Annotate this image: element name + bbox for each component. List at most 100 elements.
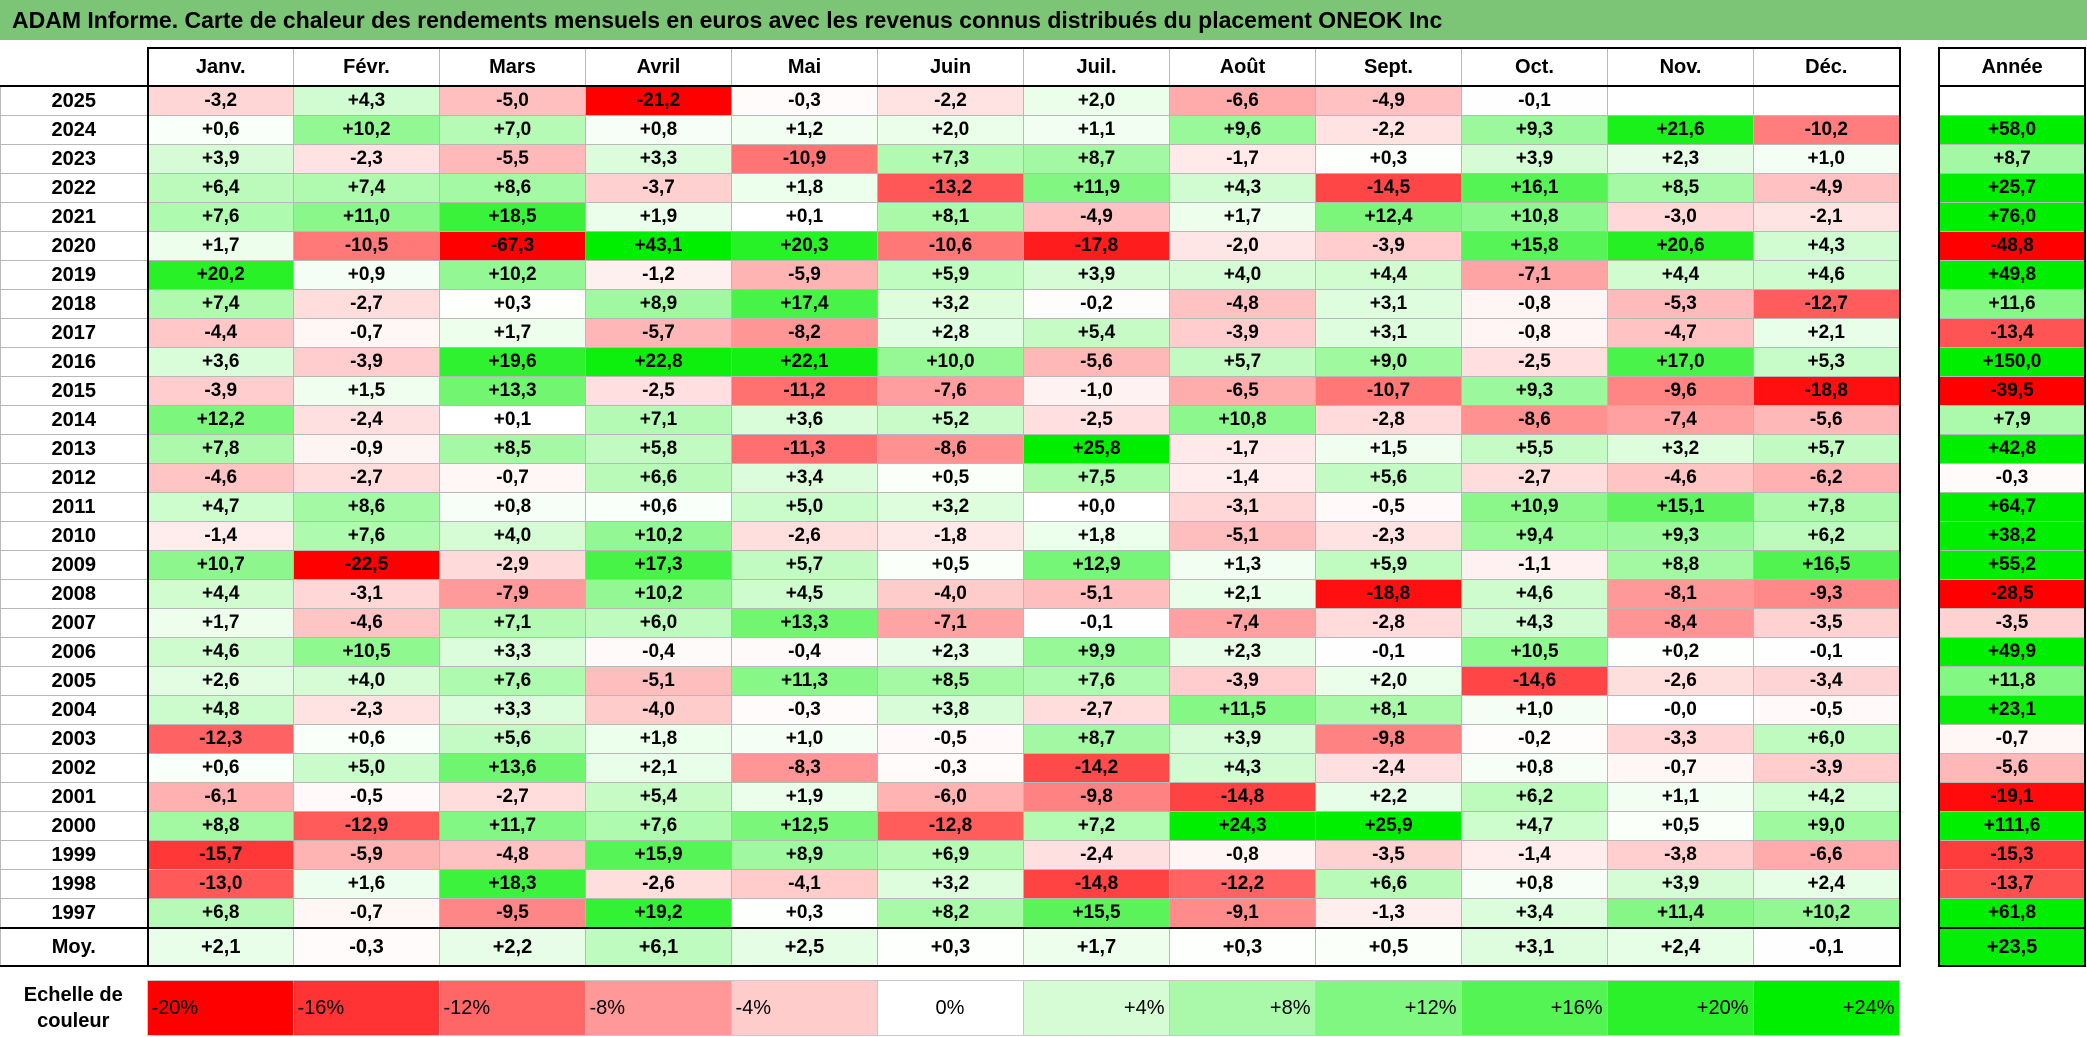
heatmap-cell: -6,1 <box>146 782 294 812</box>
heatmap-cell: -2,3 <box>293 695 440 725</box>
heatmap-cell: -14,5 <box>1315 173 1462 203</box>
heatmap-cell: -3,9 <box>1315 231 1462 261</box>
month-header-9: Sept. <box>1315 47 1462 87</box>
heatmap-cell: +7,6 <box>439 666 586 696</box>
average-cell: +0,5 <box>1315 927 1462 967</box>
corner-cell <box>0 48 148 87</box>
heatmap-cell: +5,6 <box>439 724 586 754</box>
heatmap-cell: -4,9 <box>1023 202 1170 232</box>
year-label: 2002 <box>0 753 148 783</box>
heatmap-cell: -10,2 <box>1753 115 1901 145</box>
heatmap-cell: +1,8 <box>585 724 732 754</box>
heatmap-cell: +3,9 <box>1023 260 1170 290</box>
heatmap-cell: +7,4 <box>146 289 294 319</box>
heatmap-cell: -5,3 <box>1607 289 1754 319</box>
heatmap-cell: -9,1 <box>1169 898 1316 929</box>
heatmap-cell: -7,6 <box>877 376 1024 406</box>
heatmap-cell: +1,7 <box>146 608 294 638</box>
heatmap-cell: -3,1 <box>1169 492 1316 522</box>
year-label: 2018 <box>0 289 148 319</box>
heatmap-cell: +9,0 <box>1315 347 1462 377</box>
year-label: 2019 <box>0 260 148 290</box>
heatmap-cell: -14,6 <box>1461 666 1608 696</box>
heatmap-cell: +9,9 <box>1023 637 1170 667</box>
heatmap-cell: +3,3 <box>439 695 586 725</box>
annual-row: -19,1 <box>1938 782 2086 812</box>
heatmap-cell: -11,3 <box>731 434 878 464</box>
heatmap-cell <box>1607 85 1754 116</box>
year-label: 1999 <box>0 840 148 870</box>
year-label: 2012 <box>0 463 148 493</box>
heatmap-cell: -15,7 <box>146 840 294 870</box>
heatmap-cell: -0,5 <box>1315 492 1462 522</box>
heatmap-cell: +3,2 <box>877 289 1024 319</box>
heatmap-cell: +8,9 <box>731 840 878 870</box>
heatmap-cell: -8,3 <box>731 753 878 783</box>
scale-stop: -16% <box>292 980 440 1036</box>
heatmap-cell: +1,8 <box>731 173 878 203</box>
heatmap-cell: +10,2 <box>439 260 586 290</box>
annual-row <box>1938 85 2086 116</box>
heatmap-cell: +4,4 <box>146 579 294 609</box>
heatmap-cell: +6,6 <box>585 463 732 493</box>
heatmap-cell: -2,3 <box>1315 521 1462 551</box>
heatmap-cell: +1,1 <box>1607 782 1754 812</box>
heatmap-cell: -18,8 <box>1315 579 1462 609</box>
annual-cell: -5,6 <box>1938 753 2086 783</box>
heatmap-cell: -0,7 <box>1607 753 1754 783</box>
heatmap-cell: +21,6 <box>1607 115 1754 145</box>
heatmap-cell: +1,7 <box>439 318 586 348</box>
average-cell: +1,7 <box>1023 927 1170 967</box>
scale-stop: 0% <box>876 980 1024 1036</box>
annual-row: +11,8 <box>1938 666 2086 696</box>
heatmap-cell: +3,4 <box>731 463 878 493</box>
heatmap-cell: -14,8 <box>1023 869 1170 899</box>
annual-cell: -3,5 <box>1938 608 2086 638</box>
heatmap-cell: +4,5 <box>731 579 878 609</box>
heatmap-cell: -13,0 <box>146 869 294 899</box>
heatmap-cell: +1,5 <box>1315 434 1462 464</box>
heatmap-cell: +9,3 <box>1461 115 1608 145</box>
heatmap-cell: +5,0 <box>293 753 440 783</box>
heatmap-cell: +25,8 <box>1023 434 1170 464</box>
heatmap-cell: +6,0 <box>1753 724 1901 754</box>
annual-row: -0,3 <box>1938 463 2086 493</box>
average-cell: -0,1 <box>1753 927 1901 967</box>
year-label: 2023 <box>0 144 148 174</box>
annual-row: +25,7 <box>1938 173 2086 203</box>
heatmap-cell: +5,4 <box>1023 318 1170 348</box>
heatmap-cell: -10,7 <box>1315 376 1462 406</box>
heatmap-row: 2024 +0,6 +10,2 +7,0 +0,8 +1,2 +2,0 +1,1 +9,6 -2,… <box>0 115 1901 145</box>
heatmap-cell: +4,3 <box>293 85 440 116</box>
heatmap-cell: +3,3 <box>439 637 586 667</box>
heatmap-cell: -8,6 <box>1461 405 1608 435</box>
heatmap-cell: +5,4 <box>585 782 732 812</box>
heatmap-cell: +2,3 <box>877 637 1024 667</box>
year-label: 2025 <box>0 85 148 116</box>
heatmap-cell: +13,6 <box>439 753 586 783</box>
heatmap-cell: +3,4 <box>1461 898 1608 929</box>
scale-stop: +24% <box>1752 980 1900 1036</box>
heatmap-cell: -4,6 <box>146 463 294 493</box>
heatmap-cell: +7,6 <box>293 521 440 551</box>
annual-row: +111,6 <box>1938 811 2086 841</box>
heatmap-cell: -2,4 <box>293 405 440 435</box>
heatmap-cell: -5,5 <box>439 144 586 174</box>
heatmap-cell: -8,6 <box>877 434 1024 464</box>
heatmap-row: 2022 +6,4 +7,4 +8,6 -3,7 +1,8 -13,2 +11,9 +4,3 -1… <box>0 173 1901 203</box>
heatmap-cell: +3,9 <box>1461 144 1608 174</box>
heatmap-cell: +4,6 <box>146 637 294 667</box>
heatmap-cell: +0,3 <box>439 289 586 319</box>
heatmap-cell: -3,0 <box>1607 202 1754 232</box>
annual-average-cell: +23,5 <box>1938 927 2086 967</box>
annual-row: -0,7 <box>1938 724 2086 754</box>
month-header-8: Août <box>1169 47 1316 87</box>
heatmap-cell: -4,8 <box>439 840 586 870</box>
heatmap-cell: +5,9 <box>1315 550 1462 580</box>
heatmap-cell: -0,1 <box>1753 637 1901 667</box>
heatmap-cell: -22,5 <box>293 550 440 580</box>
heatmap-cell: +43,1 <box>585 231 732 261</box>
heatmap-cell: +4,3 <box>1169 173 1316 203</box>
month-header-10: Oct. <box>1461 47 1608 87</box>
heatmap-cell: +7,0 <box>439 115 586 145</box>
